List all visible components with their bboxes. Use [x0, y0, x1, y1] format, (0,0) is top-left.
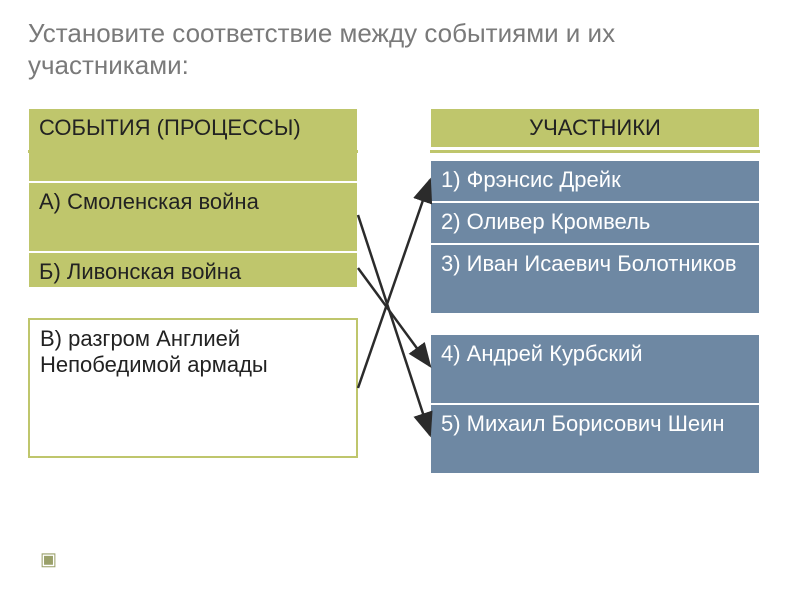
participant-5: 5) Михаил Борисович Шеин: [430, 404, 760, 474]
participant-4-label: 4) Андрей Курбский: [431, 335, 759, 373]
header-events: СОБЫТИЯ (ПРОЦЕССЫ): [28, 108, 358, 182]
participant-4: 4) Андрей Курбский: [430, 334, 760, 404]
participant-2: 2) Оливер Кромвель: [430, 202, 760, 244]
participant-2-label: 2) Оливер Кромвель: [431, 203, 759, 241]
participant-1-label: 1) Фрэнсис Дрейк: [431, 161, 759, 199]
slide-bullet-icon: ▣: [40, 549, 57, 570]
header-events-label: СОБЫТИЯ (ПРОЦЕССЫ): [29, 109, 357, 147]
connection-arrow: [358, 268, 430, 366]
event-b-label: Б) Ливонская война: [29, 253, 357, 291]
participant-1: 1) Фрэнсис Дрейк: [430, 160, 760, 202]
participant-3: 3) Иван Исаевич Болотников: [430, 244, 760, 314]
header-participants: УЧАСТНИКИ: [430, 108, 760, 148]
participant-3-label: 3) Иван Исаевич Болотников: [431, 245, 759, 283]
participant-5-label: 5) Михаил Борисович Шеин: [431, 405, 759, 443]
event-v-label: В) разгром Англией Непобедимой армады: [30, 320, 356, 385]
event-b: Б) Ливонская война: [28, 252, 358, 288]
connection-arrow: [358, 180, 430, 388]
underline-left: [28, 150, 358, 153]
event-v: В) разгром Англией Непобедимой армады: [28, 318, 358, 458]
underline-right: [430, 150, 760, 153]
connection-arrow: [358, 215, 430, 435]
event-a-label: А) Смоленская война: [29, 183, 357, 221]
page-title: Установите соответствие между событиями …: [28, 18, 768, 81]
header-participants-label: УЧАСТНИКИ: [431, 109, 759, 147]
event-a: А) Смоленская война: [28, 182, 358, 252]
